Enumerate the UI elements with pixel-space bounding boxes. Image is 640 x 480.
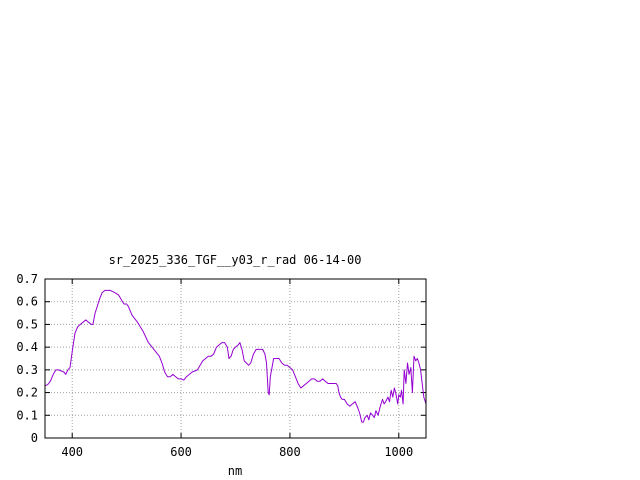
y-tick-label: 0 xyxy=(31,431,38,445)
x-tick-labels: 400 600 800 1000 xyxy=(61,445,413,459)
series-line xyxy=(44,289,427,423)
x-axis-label: nm xyxy=(228,464,242,478)
y-tick-label: 0.4 xyxy=(16,340,38,354)
series-layer xyxy=(44,289,427,423)
plot-frame xyxy=(44,278,427,439)
x-tick-label: 600 xyxy=(170,445,192,459)
x-tick-label: 800 xyxy=(279,445,301,459)
chart-title: sr_2025_336_TGF__y03_r_rad 06-14-00 xyxy=(109,253,362,267)
y-tick-labels: 0 0.1 0.2 0.3 0.4 0.5 0.6 0.7 xyxy=(16,272,38,445)
y-tick-label: 0.3 xyxy=(16,363,38,377)
y-tick-label: 0.5 xyxy=(16,317,38,331)
y-tick-label: 0.6 xyxy=(16,295,38,309)
x-tick-label: 1000 xyxy=(384,445,413,459)
y-tick-label: 0.1 xyxy=(16,408,38,422)
y-tick-label: 0.7 xyxy=(16,272,38,286)
x-tick-label: 400 xyxy=(61,445,83,459)
tick-marks xyxy=(45,278,426,439)
grid xyxy=(45,279,426,438)
y-tick-label: 0.2 xyxy=(16,386,38,400)
